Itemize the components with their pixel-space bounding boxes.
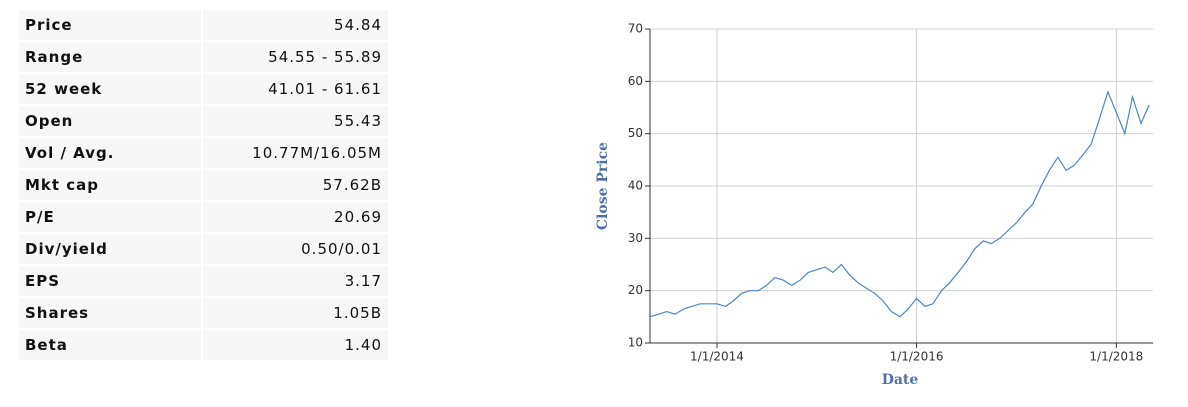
label-cell: EPS — [17, 264, 203, 298]
x-tick-label: 1/1/2018 — [1089, 350, 1143, 364]
label-cell: Beta — [17, 328, 203, 362]
y-tick-label: 40 — [628, 179, 643, 193]
value-cell: 10.77M/16.05M — [201, 136, 390, 170]
table-row: Vol / Avg. 10.77M/16.05M — [17, 136, 390, 170]
table-row: P/E 20.69 — [17, 200, 390, 234]
label-cell: Price — [17, 8, 203, 42]
label-cell: Range — [17, 40, 203, 74]
value-cell: 1.05B — [201, 296, 390, 330]
table-row: Shares 1.05B — [17, 296, 390, 330]
table-row: 52 week 41.01 - 61.61 — [17, 72, 390, 106]
y-tick-label: 50 — [628, 126, 643, 140]
label-cell: 52 week — [17, 72, 203, 106]
value-cell: 41.01 - 61.61 — [201, 72, 390, 106]
table-row: Range 54.55 - 55.89 — [17, 40, 390, 74]
quote-table: Price 54.84 Range 54.55 - 55.89 52 week 41.01… — [17, 8, 390, 362]
value-cell: 57.62B — [201, 168, 390, 202]
table-row: Open 55.43 — [17, 104, 390, 138]
value-cell: 54.84 — [201, 8, 390, 42]
price-line — [649, 90, 1150, 318]
label-cell: Open — [17, 104, 203, 138]
y-tick-label: 20 — [628, 283, 643, 297]
table-row: EPS 3.17 — [17, 264, 390, 298]
y-tick-label: 60 — [628, 74, 643, 88]
value-cell: 1.40 — [201, 328, 390, 362]
table-row: Price 54.84 — [17, 8, 390, 42]
x-tick-label: 1/1/2014 — [690, 350, 744, 364]
y-tick-label: 30 — [628, 231, 643, 245]
value-cell: 0.50/0.01 — [201, 232, 390, 266]
value-cell: 20.69 — [201, 200, 390, 234]
value-cell: 55.43 — [201, 104, 390, 138]
y-tick-label: 70 — [628, 22, 643, 36]
label-cell: Mkt cap — [17, 168, 203, 202]
value-cell: 3.17 — [201, 264, 390, 298]
label-cell: P/E — [17, 200, 203, 234]
label-cell: Div/yield — [17, 232, 203, 266]
x-axis-label: Date — [882, 372, 919, 388]
table-row: Beta 1.40 — [17, 328, 390, 362]
x-tick-label: 1/1/2016 — [890, 350, 944, 364]
label-cell: Shares — [17, 296, 203, 330]
label-cell: Vol / Avg. — [17, 136, 203, 170]
value-cell: 54.55 - 55.89 — [201, 40, 390, 74]
y-tick-label: 10 — [628, 336, 643, 350]
y-axis-label: Close Price — [595, 142, 611, 230]
table-row: Mkt cap 57.62B — [17, 168, 390, 202]
table-row: Div/yield 0.50/0.01 — [17, 232, 390, 266]
